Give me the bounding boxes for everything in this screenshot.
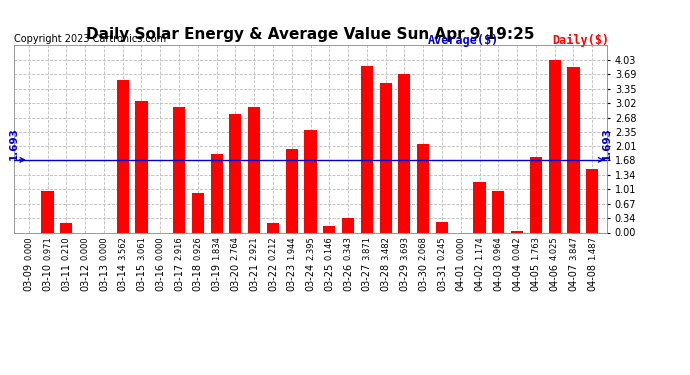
Text: 0.042: 0.042 bbox=[513, 236, 522, 260]
Text: 2.395: 2.395 bbox=[306, 236, 315, 260]
Text: 1.174: 1.174 bbox=[475, 236, 484, 260]
Text: 1.693: 1.693 bbox=[602, 127, 612, 160]
Bar bbox=[304, 130, 317, 232]
Bar bbox=[323, 226, 335, 232]
Bar bbox=[436, 222, 448, 232]
Text: 0.000: 0.000 bbox=[99, 236, 108, 260]
Bar bbox=[117, 80, 129, 232]
Text: 1.944: 1.944 bbox=[287, 236, 296, 260]
Bar bbox=[567, 68, 580, 232]
Text: 1.487: 1.487 bbox=[588, 236, 597, 260]
Text: 1.834: 1.834 bbox=[212, 236, 221, 260]
Bar bbox=[60, 224, 72, 232]
Text: Average($): Average($) bbox=[428, 34, 499, 47]
Text: 3.061: 3.061 bbox=[137, 236, 146, 260]
Bar bbox=[398, 74, 411, 232]
Bar bbox=[511, 231, 523, 232]
Text: 0.000: 0.000 bbox=[156, 236, 165, 260]
Bar bbox=[530, 157, 542, 232]
Text: 1.763: 1.763 bbox=[531, 236, 540, 260]
Text: 0.000: 0.000 bbox=[81, 236, 90, 260]
Bar bbox=[492, 191, 504, 232]
Bar bbox=[135, 101, 148, 232]
Bar bbox=[173, 107, 185, 232]
Bar bbox=[248, 107, 260, 232]
Text: 2.068: 2.068 bbox=[419, 236, 428, 260]
Text: 0.000: 0.000 bbox=[456, 236, 465, 260]
Text: 2.916: 2.916 bbox=[175, 236, 184, 260]
Text: 0.146: 0.146 bbox=[325, 236, 334, 260]
Text: 4.025: 4.025 bbox=[550, 236, 559, 260]
Bar bbox=[473, 182, 486, 232]
Bar bbox=[586, 169, 598, 232]
Bar bbox=[361, 66, 373, 232]
Text: 3.562: 3.562 bbox=[118, 236, 127, 260]
Text: 0.212: 0.212 bbox=[268, 236, 277, 260]
Bar bbox=[192, 193, 204, 232]
Text: 3.871: 3.871 bbox=[362, 236, 371, 260]
Text: 3.693: 3.693 bbox=[400, 236, 409, 260]
Bar bbox=[267, 224, 279, 232]
Text: 0.245: 0.245 bbox=[437, 236, 446, 260]
Text: 0.210: 0.210 bbox=[62, 236, 71, 260]
Text: Copyright 2023 Cartronics.com: Copyright 2023 Cartronics.com bbox=[14, 34, 166, 44]
Text: 0.000: 0.000 bbox=[24, 236, 33, 260]
Text: 2.921: 2.921 bbox=[250, 236, 259, 260]
Text: 3.847: 3.847 bbox=[569, 236, 578, 260]
Bar bbox=[342, 218, 354, 232]
Bar bbox=[380, 83, 392, 232]
Text: 2.764: 2.764 bbox=[231, 236, 240, 260]
Bar bbox=[417, 144, 429, 232]
Text: 0.926: 0.926 bbox=[193, 236, 202, 260]
Text: 0.964: 0.964 bbox=[494, 236, 503, 260]
Bar bbox=[286, 149, 298, 232]
Bar bbox=[210, 154, 223, 232]
Bar bbox=[549, 60, 561, 232]
Bar bbox=[41, 191, 54, 232]
Text: 0.971: 0.971 bbox=[43, 236, 52, 260]
Text: 0.343: 0.343 bbox=[344, 236, 353, 260]
Text: 1.693: 1.693 bbox=[9, 127, 19, 160]
Bar bbox=[229, 114, 242, 232]
Title: Daily Solar Energy & Average Value Sun Apr 9 19:25: Daily Solar Energy & Average Value Sun A… bbox=[86, 27, 535, 42]
Text: 3.482: 3.482 bbox=[381, 236, 390, 260]
Text: Daily($): Daily($) bbox=[552, 34, 609, 47]
